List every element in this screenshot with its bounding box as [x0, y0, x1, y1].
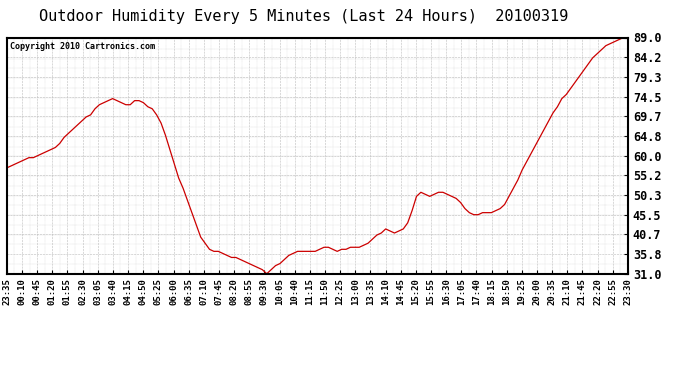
Text: Outdoor Humidity Every 5 Minutes (Last 24 Hours)  20100319: Outdoor Humidity Every 5 Minutes (Last 2…: [39, 9, 569, 24]
Text: Copyright 2010 Cartronics.com: Copyright 2010 Cartronics.com: [10, 42, 155, 51]
